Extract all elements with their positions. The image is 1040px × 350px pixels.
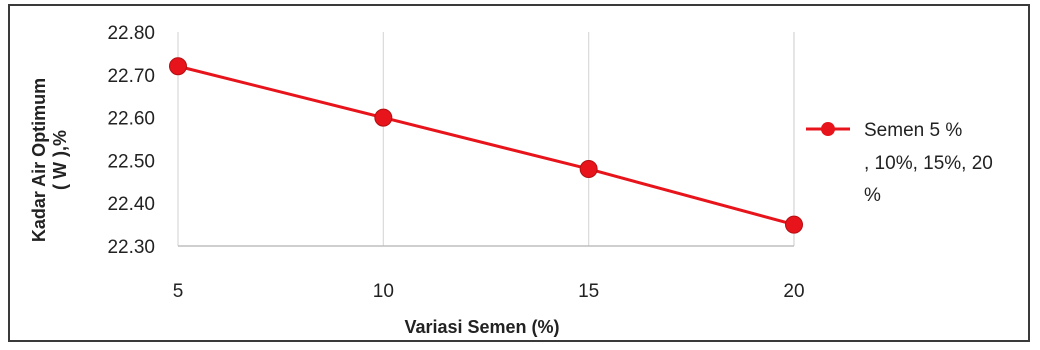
legend-label-line-1: Semen 5 % [864, 120, 962, 141]
x-tick-label: 10 [373, 281, 394, 302]
x-tick-label: 20 [783, 281, 804, 302]
x-tick-label: 15 [578, 281, 599, 302]
legend: Semen 5 % , 10%, 15%, 20 % [806, 120, 993, 206]
y-tick-label: 22.60 [107, 109, 155, 130]
legend-label-line-3: % [864, 185, 881, 206]
y-tick-label: 22.40 [107, 194, 155, 215]
y-axis-title-line-1: Kadar Air Optimum [29, 78, 49, 242]
grid [177, 32, 795, 246]
legend-label-line-2: , 10%, 15%, 20 [864, 153, 993, 174]
y-axis-title-line-2: ( W ),% [50, 130, 70, 190]
series-layer [169, 57, 803, 234]
data-point [785, 215, 803, 234]
y-axis-ticks: 22.30 22.40 22.50 22.60 22.70 22.80 [107, 23, 155, 258]
series-line [177, 64, 795, 227]
y-tick-label: 22.30 [107, 237, 155, 258]
y-tick-label: 22.80 [107, 23, 155, 44]
legend-marker [821, 122, 835, 136]
data-point [374, 108, 393, 127]
data-point [579, 159, 598, 178]
x-axis-title: Variasi Semen (%) [404, 317, 559, 337]
y-tick-label: 22.50 [107, 151, 155, 172]
x-axis-ticks: 5 10 15 20 [173, 281, 805, 302]
y-tick-label: 22.70 [107, 66, 155, 87]
x-tick-label: 5 [173, 281, 184, 302]
data-point [169, 57, 187, 76]
